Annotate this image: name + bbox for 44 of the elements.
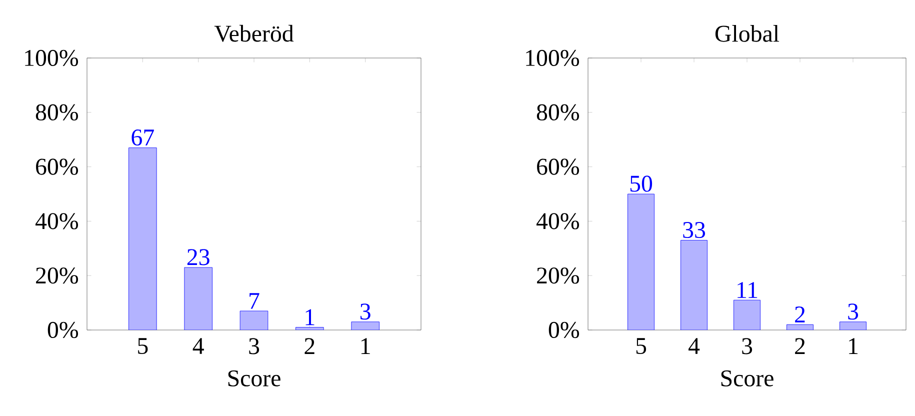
data-label: 7: [250, 293, 260, 309]
y-tick-label: 0%: [548, 322, 580, 338]
chart-title: Veberöd: [214, 24, 294, 42]
y-tick-label: 0%: [48, 322, 78, 338]
y-tick-label: 20%: [36, 267, 78, 284]
y-tick-label: 100%: [25, 50, 78, 66]
y-tick-label: 60%: [537, 158, 580, 175]
x-tick-label: 3: [742, 338, 752, 354]
x-axis-title: Score: [228, 370, 280, 386]
bar: [680, 240, 708, 330]
bar: [734, 300, 760, 330]
bar: [840, 322, 866, 330]
bar: [128, 148, 157, 330]
data-label: 50: [630, 176, 652, 192]
x-tick-label: 3: [249, 338, 260, 354]
data-label: 2: [795, 306, 805, 322]
data-label: 23: [187, 249, 210, 266]
x-tick-label: 5: [138, 338, 148, 354]
bar: [351, 322, 380, 330]
data-label: 3: [360, 304, 370, 320]
bar: [240, 310, 268, 330]
x-axis-title: Score: [721, 370, 774, 386]
y-tick-label: 40%: [35, 213, 78, 230]
data-label: 33: [683, 222, 706, 238]
bar: [184, 267, 212, 330]
x-tick-label: 1: [361, 338, 370, 354]
x-tick-label: 1: [849, 338, 858, 354]
y-tick-label: 40%: [536, 213, 580, 230]
y-tick-label: 80%: [536, 104, 580, 121]
x-tick-label: 4: [192, 338, 204, 354]
data-label: 67: [132, 129, 154, 146]
data-label: 1: [306, 309, 314, 326]
x-tick-label: 5: [636, 338, 646, 354]
x-tick-label: 4: [688, 338, 700, 354]
y-tick-label: 20%: [537, 267, 580, 284]
bar: [628, 194, 654, 330]
data-label: 11: [738, 282, 758, 298]
x-tick-label: 2: [795, 338, 805, 354]
chart-title: Global: [715, 25, 780, 42]
y-tick-label: 100%: [526, 50, 580, 66]
y-tick-label: 80%: [36, 104, 78, 121]
x-tick-label: 2: [304, 338, 314, 354]
data-label: 3: [848, 304, 858, 320]
y-tick-label: 60%: [36, 158, 78, 175]
